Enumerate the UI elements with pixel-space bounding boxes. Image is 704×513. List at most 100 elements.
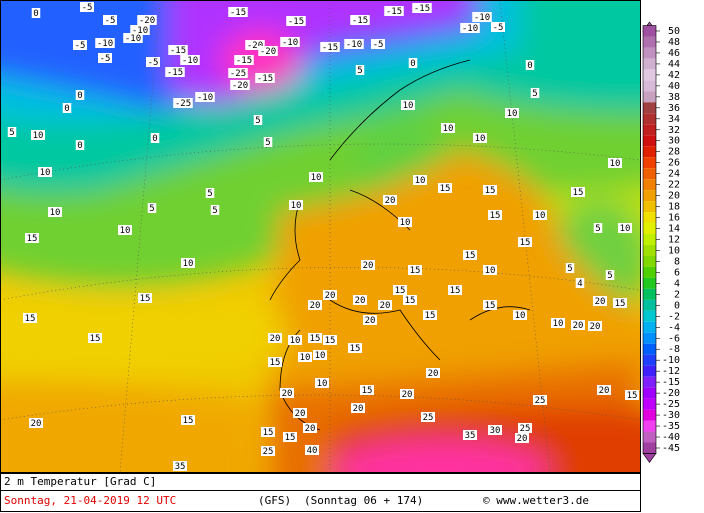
label-box [463,250,477,260]
date-label: Sonntag, 21-04-2019 12 UTC [4,494,176,507]
contour-label: 20 [517,434,528,444]
label-box [268,333,282,343]
label-box [195,92,215,102]
contour-label: 0 [77,91,82,101]
contour-label: 10 [553,319,564,329]
contour-label: -15 [322,43,338,53]
contour-label: -5 [148,58,159,68]
label-box [348,343,362,353]
color-bar-segment [643,135,656,147]
color-bar-label: 12 [668,235,680,246]
contour-label: 20 [402,390,413,400]
contour-label: 15 [485,301,496,311]
contour-label: 25 [263,447,274,457]
label-box [384,6,404,16]
contour-label: 15 [410,266,421,276]
contour-label: 10 [610,159,621,169]
label-box [323,290,337,300]
contour-labels: 0-5-5 -20-10-10-10-5-5 -5-15-15-10-15-15 -1… [7,2,639,472]
color-bar-label: -4 [668,322,680,333]
color-bar-label: 2 [674,289,680,300]
label-box [320,42,340,52]
label-box [533,395,547,405]
label-box [25,233,39,243]
label-box [137,15,157,25]
label-box [280,388,294,398]
label-box [88,333,102,343]
label-box [400,389,414,399]
color-bar: 5048464442403836343230282624222018161412… [642,21,680,463]
color-bar-label: 22 [668,180,680,191]
label-box [205,188,215,198]
color-bar-label: -15 [662,377,680,388]
label-box [98,53,112,63]
contour-label: 5 [357,66,362,76]
contour-label: 40 [307,446,318,456]
label-box [363,315,377,325]
color-bar-segment [643,376,656,388]
contour-label: 10 [291,201,302,211]
label-box [393,285,407,295]
label-box [31,130,45,140]
label-box [344,39,364,49]
credit-label: © www.wetter3.de [483,494,589,507]
color-bar-segment [643,409,656,421]
color-bar-segment [643,113,656,125]
color-bar-label: 28 [668,147,680,158]
color-bar-label: 34 [668,114,680,125]
contour-label: 0 [64,104,69,114]
contour-label: 20 [295,409,306,419]
color-bar-segment [643,431,656,443]
label-box [355,65,365,75]
label-box [483,265,497,275]
color-bar-label: 46 [668,48,680,59]
contour-label: 5 [595,224,600,234]
label-box [75,90,85,100]
color-bar-segment [643,277,656,289]
color-bar-segment [643,299,656,311]
color-bar-segment [643,47,656,59]
label-box [491,22,505,32]
color-bar-segment [643,69,656,81]
contour-label: 20 [282,389,293,399]
color-bar-segment [643,398,656,410]
contour-label: 5 [9,128,14,138]
label-box [448,285,462,295]
contour-label: 15 [183,416,194,426]
contour-label: -5 [105,16,116,26]
contour-label: -15 [230,8,246,18]
label-box [228,68,248,78]
label-box [323,335,337,345]
color-bar-label: -30 [662,410,680,421]
contour-label: 10 [515,311,526,321]
label-box [29,418,43,428]
label-box [298,352,312,362]
label-box [423,310,437,320]
contour-label: -10 [132,26,148,36]
contour-label: 20 [353,404,364,414]
label-box [383,195,397,205]
contour-label: 15 [520,238,531,248]
color-bar-label: -8 [668,344,680,355]
contour-label: 20 [599,386,610,396]
contour-label: 10 [311,173,322,183]
label-box [403,295,417,305]
label-box [118,225,132,235]
color-bar-segment [643,124,656,136]
color-bar-segment [643,332,656,344]
color-bar-label: 36 [668,103,680,114]
contour-label: 10 [485,266,496,276]
label-box [286,16,306,26]
color-bar-segment [643,91,656,103]
label-box [351,403,365,413]
label-box [173,98,193,108]
color-bar-segment [643,244,656,256]
label-box [180,55,200,65]
contour-label: 15 [310,334,321,344]
label-box [210,205,220,215]
label-box [303,423,317,433]
contour-label: 10 [50,208,61,218]
label-box [438,183,452,193]
color-bar-segment [643,321,656,333]
